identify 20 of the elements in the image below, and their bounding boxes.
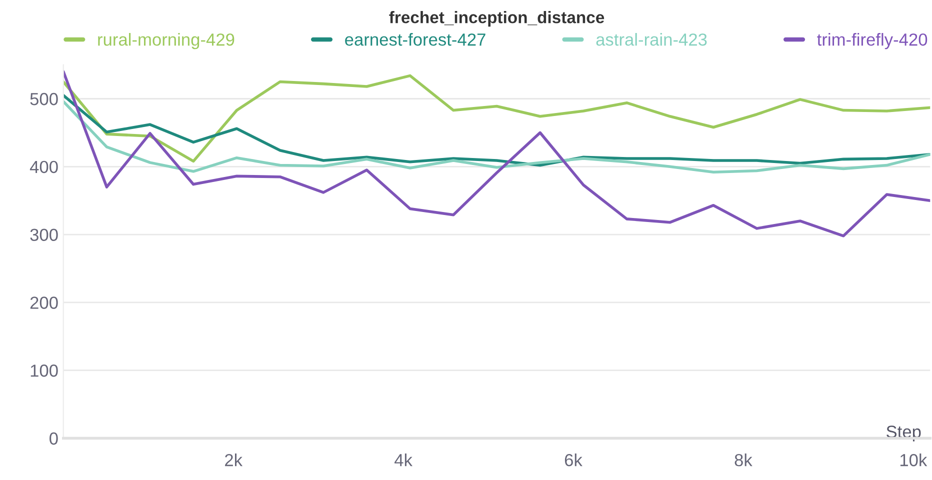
legend-label: astral-rain-423 (596, 32, 707, 46)
line-series (63, 70, 930, 238)
y-tick-label: 200 (30, 296, 58, 309)
y-tick-label: 400 (30, 160, 58, 174)
line-series (63, 94, 930, 167)
legend-label: earnest-forest-427 (345, 33, 486, 46)
legend-label: rural-morning-429 (98, 32, 234, 50)
legend-label: trim-firefly-420 (817, 32, 928, 50)
x-tick-label: 2k (225, 454, 243, 466)
x-tick-label: 10k (900, 454, 928, 466)
x-tick-label: 8k (734, 454, 752, 466)
x-tick-label: 4k (394, 454, 412, 466)
y-tick-label: 100 (30, 364, 58, 377)
line-series (63, 100, 930, 174)
chart-title: frechet_inception_distance (389, 11, 604, 27)
line-series (63, 74, 930, 163)
y-tick-label: 300 (30, 228, 58, 242)
y-tick-label: 500 (30, 92, 58, 106)
y-tick-label: 0 (50, 432, 58, 445)
x-tick-label: 6k (564, 454, 582, 466)
